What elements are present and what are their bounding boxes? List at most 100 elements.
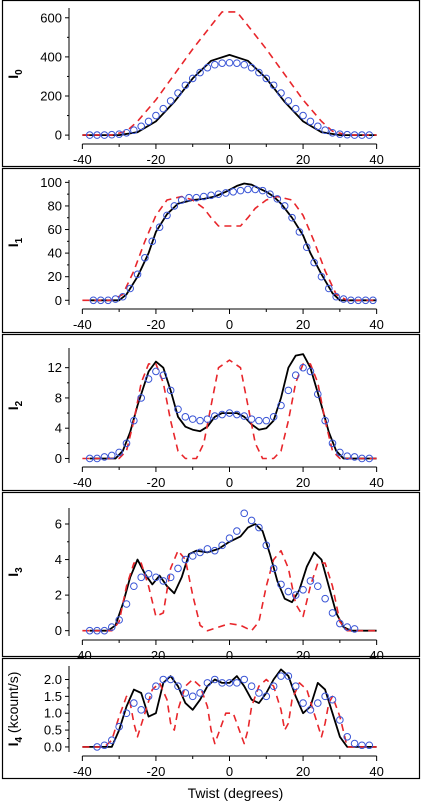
data-point: [266, 190, 274, 198]
x-tick-label: -40: [73, 317, 92, 332]
data-point: [210, 546, 219, 555]
data-point: [181, 689, 190, 697]
data-point: [119, 292, 127, 301]
y-tick-label: 0.5: [44, 723, 62, 738]
panel-frame: [1, 657, 421, 780]
data-point: [273, 195, 282, 203]
data-point: [247, 682, 256, 691]
y-tick-label: 40: [48, 246, 62, 261]
x-tick-label: 20: [296, 764, 310, 779]
panel-frame: [1, 491, 421, 658]
data-point: [115, 616, 123, 624]
x-tick-label: 0: [226, 764, 233, 779]
data-point: [137, 394, 146, 402]
x-tick-label: -20: [147, 152, 166, 167]
panel-4: 0.00.5 1.0 1.5 2.0 -40 -20 0 20 40 I4 (kcount/s): [1, 657, 421, 780]
y-axis-label: I2: [5, 400, 25, 410]
y-axis-label-subscript: 3: [14, 567, 25, 573]
data-point: [93, 454, 101, 463]
data-point: [291, 682, 300, 691]
data-point: [166, 573, 175, 582]
data-point: [306, 706, 315, 714]
data-point: [85, 626, 94, 635]
data-point: [152, 682, 160, 691]
data-point: [218, 410, 226, 419]
y-axis-label-main: I: [5, 75, 21, 79]
data-point: [233, 527, 241, 535]
data-point: [299, 363, 307, 372]
data-point: [188, 552, 197, 560]
data-point: [277, 401, 285, 410]
data-point: [89, 296, 98, 305]
y-tick-label: 0: [55, 128, 62, 143]
data-point: [85, 131, 94, 139]
data-point: [313, 582, 322, 591]
data-point: [343, 733, 352, 741]
y-tick-label: 600: [40, 10, 62, 25]
data-point: [317, 272, 326, 281]
y-tick-label: 6: [55, 517, 62, 532]
data-point: [203, 545, 212, 553]
data-point: [210, 60, 219, 69]
x-tick-label: 20: [296, 152, 310, 167]
y-tick-label: 80: [48, 198, 62, 213]
data-point: [100, 131, 109, 139]
data-point: [122, 709, 131, 718]
x-tick-label: -40: [73, 475, 92, 490]
data-point: [280, 202, 289, 210]
data-point: [218, 679, 226, 687]
data-point: [93, 743, 101, 751]
data-point: [365, 741, 374, 750]
data-point: [325, 284, 333, 293]
y-tick-label: 0.0: [44, 739, 62, 754]
x-tick-label: 40: [369, 152, 383, 167]
data-point: [332, 292, 340, 301]
data-point: [196, 548, 204, 557]
y-axis-label-subscript: 2: [14, 400, 25, 406]
panel-frame: [1, 0, 421, 168]
data-point: [122, 600, 131, 608]
data-point: [240, 60, 249, 69]
data-point: [96, 296, 105, 305]
y-axis-label-main: I: [5, 743, 21, 747]
data-point: [181, 555, 190, 564]
data-point: [155, 223, 164, 231]
y-tick-label: 0: [55, 293, 62, 308]
data-point: [313, 699, 322, 707]
data-point: [336, 716, 344, 724]
data-point: [126, 284, 134, 293]
data-point: [262, 541, 271, 550]
data-point: [203, 63, 212, 72]
data-point: [262, 74, 271, 83]
data-point: [313, 390, 322, 398]
x-tick-label: 20: [296, 317, 310, 332]
x-tick-label: -20: [147, 317, 166, 332]
data-point: [240, 412, 249, 420]
data-point: [350, 625, 359, 633]
data-point: [107, 736, 116, 744]
data-point: [177, 196, 186, 204]
y-axis-label-main: I: [5, 573, 21, 577]
data-point: [269, 682, 278, 691]
data-point: [100, 626, 109, 635]
data-point: [291, 591, 300, 599]
panel-2: 0 4 8 12 -40 -20 0 20 40 I2: [1, 333, 421, 492]
data-point: [229, 187, 237, 196]
x-tick-label: 0: [226, 152, 233, 167]
data-point: [130, 582, 138, 591]
data-point: [133, 270, 142, 279]
data-point: [188, 74, 197, 83]
y-tick-label: 12: [48, 360, 62, 375]
series-line-dashed: [82, 678, 377, 748]
data-point: [210, 412, 219, 420]
data-point: [185, 193, 193, 202]
y-tick-label: 200: [40, 89, 62, 104]
data-point: [262, 416, 271, 425]
data-point: [313, 122, 322, 131]
data-point: [137, 573, 146, 582]
data-point: [203, 415, 212, 423]
y-axis-label: I0: [5, 69, 25, 79]
